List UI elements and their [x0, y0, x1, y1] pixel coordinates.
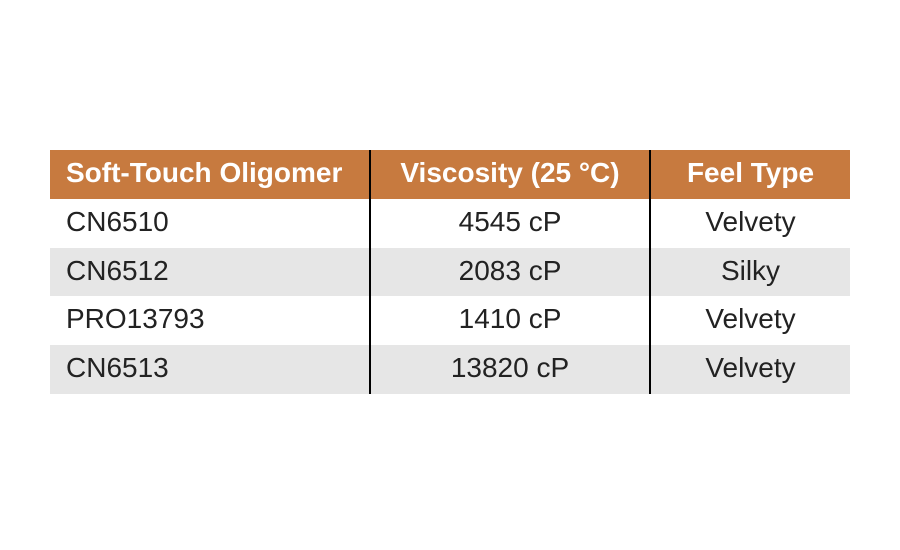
cell-feel: Silky	[650, 248, 850, 297]
th-viscosity: Viscosity (25 °C)	[370, 150, 650, 199]
table-row: CN6512 2083 cP Silky	[50, 248, 850, 297]
table-header-row: Soft-Touch Oligomer Viscosity (25 °C) Fe…	[50, 150, 850, 199]
cell-oligomer: CN6513	[50, 345, 370, 394]
table-row: PRO13793 1410 cP Velvety	[50, 296, 850, 345]
cell-feel: Velvety	[650, 199, 850, 248]
oligomer-table: Soft-Touch Oligomer Viscosity (25 °C) Fe…	[50, 150, 850, 394]
cell-viscosity: 13820 cP	[370, 345, 650, 394]
cell-feel: Velvety	[650, 345, 850, 394]
th-oligomer: Soft-Touch Oligomer	[50, 150, 370, 199]
cell-viscosity: 1410 cP	[370, 296, 650, 345]
cell-viscosity: 2083 cP	[370, 248, 650, 297]
cell-viscosity: 4545 cP	[370, 199, 650, 248]
cell-oligomer: CN6510	[50, 199, 370, 248]
page: Soft-Touch Oligomer Viscosity (25 °C) Fe…	[0, 0, 900, 550]
table-row: CN6513 13820 cP Velvety	[50, 345, 850, 394]
cell-oligomer: PRO13793	[50, 296, 370, 345]
oligomer-table-wrap: Soft-Touch Oligomer Viscosity (25 °C) Fe…	[50, 150, 850, 394]
table-row: CN6510 4545 cP Velvety	[50, 199, 850, 248]
cell-oligomer: CN6512	[50, 248, 370, 297]
cell-feel: Velvety	[650, 296, 850, 345]
th-feel: Feel Type	[650, 150, 850, 199]
